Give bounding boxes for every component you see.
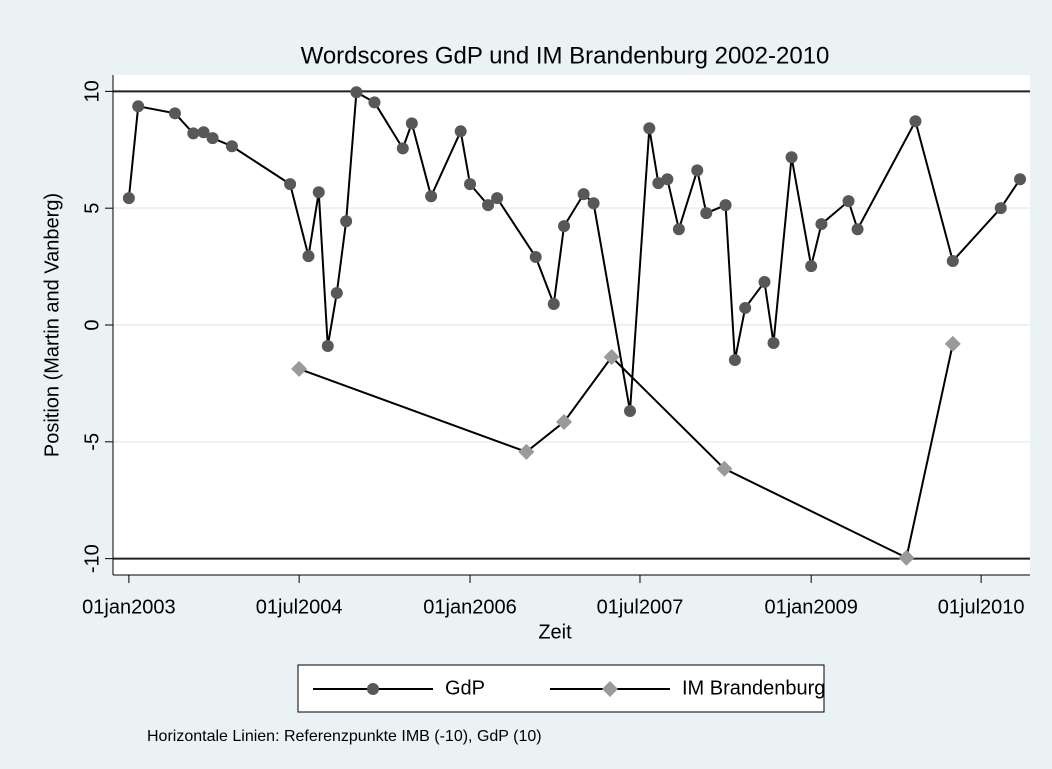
- marker: [851, 223, 864, 236]
- marker: [624, 404, 637, 417]
- marker: [340, 215, 353, 228]
- marker: [805, 260, 818, 273]
- marker: [396, 142, 409, 155]
- marker: [330, 286, 343, 299]
- marker: [587, 197, 600, 210]
- marker: [652, 177, 665, 190]
- marker: [291, 360, 308, 377]
- marker: [815, 218, 828, 231]
- marker: [994, 202, 1007, 215]
- marker: [1014, 173, 1027, 186]
- legend-marker: [602, 681, 618, 697]
- marker: [187, 127, 200, 140]
- legend-marker: [367, 683, 379, 695]
- x-tick-label: 01jan2003: [82, 596, 175, 618]
- x-tick-label: 01jul2004: [256, 596, 343, 618]
- x-tick-label: 01jan2006: [423, 596, 516, 618]
- marker: [758, 276, 771, 289]
- series-line: [127, 90, 1021, 412]
- note: Horizontale Linien: Referenzpunkte IMB (…: [147, 728, 542, 745]
- y-tick-label: -5: [81, 433, 103, 451]
- marks: [113, 86, 1030, 566]
- marker: [946, 254, 959, 267]
- marker: [368, 96, 381, 109]
- marker: [464, 178, 477, 191]
- marker: [556, 413, 573, 430]
- marker: [716, 460, 733, 477]
- y-tick-label: 0: [81, 319, 103, 330]
- marker: [206, 132, 219, 145]
- marker: [405, 117, 418, 130]
- marker: [425, 190, 438, 203]
- marker: [603, 349, 620, 366]
- marker: [643, 122, 656, 135]
- x-tick-label: 01jan2009: [764, 596, 857, 618]
- legend-label: GdP: [445, 677, 485, 699]
- marker: [577, 188, 590, 201]
- y-axis-title: Position (Martin and Vanberg): [41, 193, 63, 457]
- marker: [168, 107, 181, 120]
- marker: [321, 340, 334, 353]
- marker: [672, 223, 685, 236]
- marker: [898, 549, 915, 566]
- marker: [132, 100, 145, 113]
- marker: [312, 186, 325, 199]
- marker: [739, 301, 752, 314]
- y-tick-label: 5: [81, 203, 103, 214]
- marker: [122, 192, 135, 205]
- y-tick-label: -10: [81, 544, 103, 573]
- marker: [284, 178, 297, 191]
- marker: [482, 199, 495, 212]
- chart-title: Wordscores GdP und IM Brandenburg 2002-2…: [301, 42, 830, 69]
- marker: [909, 115, 922, 128]
- y-tick-label: 10: [81, 80, 103, 102]
- x-tick-label: 01jul2007: [597, 596, 684, 618]
- marker: [767, 336, 780, 349]
- marker: [491, 192, 504, 205]
- marker: [529, 251, 542, 264]
- marker: [302, 250, 315, 263]
- marker: [842, 195, 855, 208]
- marker: [197, 126, 210, 139]
- marker: [944, 335, 961, 352]
- marker: [454, 125, 467, 138]
- marker: [691, 164, 704, 177]
- marker: [728, 354, 741, 367]
- legend-label: IM Brandenburg: [682, 677, 825, 699]
- marker: [350, 86, 363, 99]
- x-tick-label: 01jul2010: [938, 596, 1025, 618]
- marker: [558, 220, 571, 233]
- marker: [700, 207, 713, 220]
- marker: [785, 151, 798, 164]
- marker: [518, 443, 535, 460]
- marker: [661, 173, 674, 186]
- marker: [547, 297, 560, 310]
- x-axis-title: Zeit: [538, 621, 572, 643]
- marker: [225, 140, 238, 153]
- marker: [719, 199, 732, 212]
